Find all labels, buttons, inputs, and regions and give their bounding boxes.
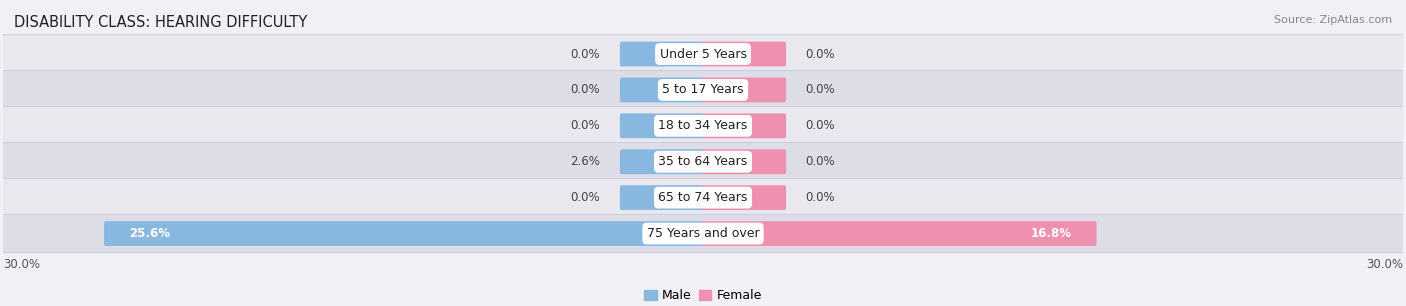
Text: 0.0%: 0.0% xyxy=(806,84,835,96)
FancyBboxPatch shape xyxy=(1,106,1405,145)
FancyBboxPatch shape xyxy=(1,214,1405,253)
Text: 0.0%: 0.0% xyxy=(571,119,600,132)
Text: 0.0%: 0.0% xyxy=(806,155,835,168)
Text: 18 to 34 Years: 18 to 34 Years xyxy=(658,119,748,132)
FancyBboxPatch shape xyxy=(1,178,1405,217)
FancyBboxPatch shape xyxy=(702,42,786,66)
FancyBboxPatch shape xyxy=(104,221,704,246)
Legend: Male, Female: Male, Female xyxy=(640,285,766,306)
Text: 0.0%: 0.0% xyxy=(806,191,835,204)
Text: 75 Years and over: 75 Years and over xyxy=(647,227,759,240)
Text: 0.0%: 0.0% xyxy=(571,84,600,96)
Text: 5 to 17 Years: 5 to 17 Years xyxy=(662,84,744,96)
FancyBboxPatch shape xyxy=(702,149,786,174)
FancyBboxPatch shape xyxy=(620,77,704,102)
Text: 0.0%: 0.0% xyxy=(571,191,600,204)
Text: DISABILITY CLASS: HEARING DIFFICULTY: DISABILITY CLASS: HEARING DIFFICULTY xyxy=(14,15,308,30)
FancyBboxPatch shape xyxy=(702,77,786,102)
FancyBboxPatch shape xyxy=(620,185,704,210)
Text: 35 to 64 Years: 35 to 64 Years xyxy=(658,155,748,168)
Text: 65 to 74 Years: 65 to 74 Years xyxy=(658,191,748,204)
FancyBboxPatch shape xyxy=(1,71,1405,109)
FancyBboxPatch shape xyxy=(620,42,704,66)
Text: 25.6%: 25.6% xyxy=(129,227,170,240)
FancyBboxPatch shape xyxy=(702,185,786,210)
Text: 0.0%: 0.0% xyxy=(571,47,600,61)
FancyBboxPatch shape xyxy=(702,114,786,138)
Text: Under 5 Years: Under 5 Years xyxy=(659,47,747,61)
FancyBboxPatch shape xyxy=(620,149,704,174)
Text: 2.6%: 2.6% xyxy=(571,155,600,168)
Text: 16.8%: 16.8% xyxy=(1031,227,1071,240)
FancyBboxPatch shape xyxy=(1,35,1405,73)
Text: 0.0%: 0.0% xyxy=(806,119,835,132)
FancyBboxPatch shape xyxy=(1,143,1405,181)
Text: Source: ZipAtlas.com: Source: ZipAtlas.com xyxy=(1274,15,1392,25)
FancyBboxPatch shape xyxy=(702,221,1097,246)
Text: 0.0%: 0.0% xyxy=(806,47,835,61)
FancyBboxPatch shape xyxy=(620,114,704,138)
Text: 30.0%: 30.0% xyxy=(1367,258,1403,271)
Text: 30.0%: 30.0% xyxy=(3,258,39,271)
